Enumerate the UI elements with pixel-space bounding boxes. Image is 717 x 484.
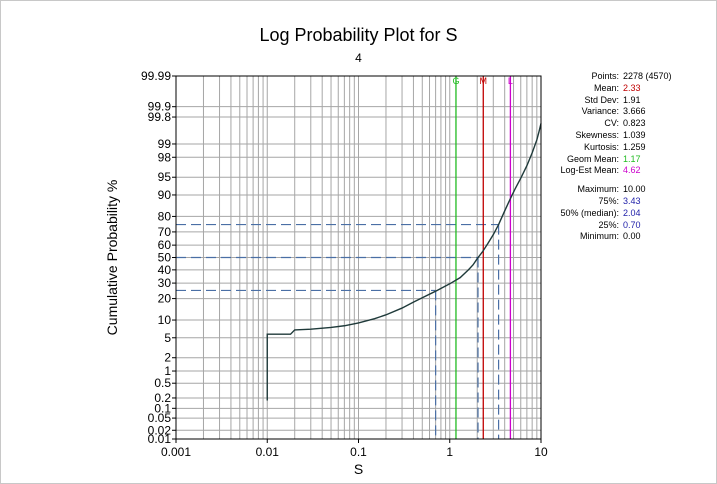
- stat-label: CV:: [604, 118, 619, 129]
- stat-label: Mean:: [593, 82, 619, 93]
- y-tick-label: 0.02: [148, 423, 172, 437]
- x-tick-label: 0.1: [350, 445, 367, 459]
- y-tick-label: 0.01: [148, 432, 172, 446]
- stat-row: Geom Mean: 1.17: [541, 154, 717, 166]
- stat-label: Log-Est Mean:: [560, 165, 619, 176]
- stat-value: 3.43: [623, 195, 641, 206]
- stat-row: Skewness: 1.039: [541, 130, 717, 142]
- y-tick-label: 20: [158, 292, 172, 306]
- y-tick-label: 0.05: [148, 411, 172, 425]
- y-tick-label: 30: [158, 276, 172, 290]
- stat-row: 75%: 3.43: [541, 196, 717, 208]
- chart-title: Log Probability Plot for S: [259, 25, 458, 45]
- y-tick-label: 0.1: [154, 401, 171, 415]
- y-tick-label: 50: [158, 251, 172, 265]
- reference-label-m: M: [480, 76, 488, 86]
- chart-subtitle: 4: [355, 51, 362, 65]
- stat-label: Geom Mean:: [566, 153, 619, 164]
- stat-label: Points:: [591, 71, 619, 81]
- stat-row: Minimum: 0.00: [541, 231, 717, 243]
- stat-label: 25%:: [598, 219, 619, 230]
- stat-row: Mean: 2.33: [541, 83, 717, 95]
- stat-value: 2.04: [623, 207, 641, 218]
- y-tick-label: 1: [164, 364, 171, 378]
- stat-label: Variance:: [581, 106, 619, 117]
- y-axis-title: Cumulative Probability %: [104, 180, 120, 336]
- stat-label: Skewness:: [575, 129, 619, 140]
- stat-value: 0.70: [623, 219, 641, 230]
- x-tick-label: 0.01: [256, 445, 280, 459]
- stat-spacer: [541, 177, 717, 184]
- stat-value: 4.62: [623, 165, 641, 176]
- stat-row: 50% (median): 2.04: [541, 208, 717, 220]
- stat-row: Variance: 3.666: [541, 106, 717, 118]
- y-tick-label: 90: [158, 188, 172, 202]
- stat-row: Points: 2278 (4570): [541, 71, 717, 83]
- x-tick-label: 10: [534, 445, 548, 459]
- stat-value: 1.259: [623, 141, 646, 152]
- stat-value: 0.823: [623, 118, 646, 129]
- reference-label-g: G: [452, 76, 459, 86]
- stat-row: 25%: 0.70: [541, 220, 717, 232]
- stat-label: Minimum:: [579, 231, 619, 242]
- stat-label: Kurtosis:: [583, 141, 619, 152]
- y-tick-label: 99.9: [148, 100, 172, 114]
- x-axis-title: S: [354, 461, 363, 477]
- y-tick-label: 0.5: [154, 376, 171, 390]
- stat-value: 10.00: [623, 184, 646, 195]
- y-tick-label: 0.2: [154, 391, 171, 405]
- stat-value: 0.00: [623, 231, 641, 242]
- stat-label: Std Dev:: [584, 94, 619, 105]
- x-tick-label: 0.001: [161, 445, 191, 459]
- cumulative-curve: [266, 123, 542, 401]
- stat-value: 2.33: [623, 82, 641, 93]
- stat-label: 50% (median):: [560, 207, 619, 218]
- y-tick-label: 95: [158, 170, 172, 184]
- stat-label: 75%:: [598, 195, 619, 206]
- y-tick-label: 99.8: [148, 110, 172, 124]
- reference-label-l: L: [508, 76, 513, 86]
- y-tick-label: 99: [158, 137, 172, 151]
- stat-row: Kurtosis: 1.259: [541, 142, 717, 154]
- stat-row: CV: 0.823: [541, 118, 717, 130]
- stat-value: 1.039: [623, 129, 646, 140]
- y-tick-label: 80: [158, 209, 172, 223]
- stat-row: Std Dev: 1.91: [541, 95, 717, 107]
- y-tick-label: 10: [158, 313, 172, 327]
- stat-value: 2278 (4570): [623, 71, 672, 81]
- x-tick-label: 1: [446, 445, 453, 459]
- stat-row: Log-Est Mean: 4.62: [541, 165, 717, 177]
- stat-row: Maximum: 10.00: [541, 184, 717, 196]
- y-tick-label: 40: [158, 263, 172, 277]
- stat-value: 3.666: [623, 106, 646, 117]
- y-tick-label: 98: [158, 150, 172, 164]
- y-tick-label: 2: [164, 351, 171, 365]
- y-tick-label: 99.99: [141, 69, 171, 83]
- stat-value: 1.17: [623, 153, 641, 164]
- y-tick-label: 5: [164, 331, 171, 345]
- statistics-panel: Points: 2278 (4570) Mean: 2.33 Std Dev: 1.91 V…: [541, 71, 717, 243]
- y-tick-label: 60: [158, 238, 172, 252]
- y-tick-label: 70: [158, 225, 172, 239]
- stat-label: Maximum:: [577, 184, 619, 195]
- stat-value: 1.91: [623, 94, 641, 105]
